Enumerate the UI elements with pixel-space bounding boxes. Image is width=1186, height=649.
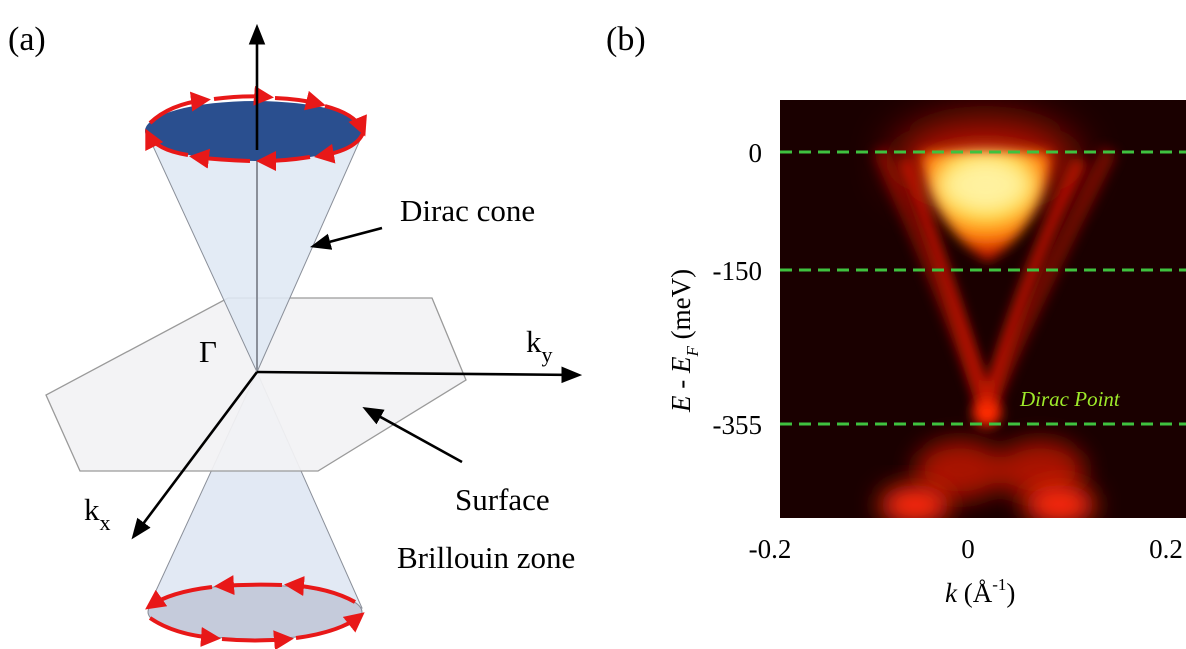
panel-a: (a) (8, 21, 583, 649)
x-tick-zero: 0 (961, 534, 975, 564)
ky-axis-arrow (256, 366, 583, 384)
x-tick-pos: 0.2 (1149, 534, 1183, 564)
y-tick-355: -355 (713, 410, 763, 440)
dirac-point-annotation: Dirac Point (1019, 387, 1121, 411)
dirac-cone-pointer (309, 226, 383, 250)
surface-pointer (362, 406, 463, 464)
gamma-label: Γ (199, 334, 217, 369)
y-tick-0: 0 (749, 138, 763, 168)
ky-label: ky (526, 324, 553, 367)
panel-a-label: (a) (8, 21, 46, 58)
x-axis-label: k (Å-1) (945, 575, 1015, 608)
bottom-spin-arrows (145, 575, 365, 649)
arpes-heatmap (780, 100, 1186, 518)
top-spin-arrows (145, 85, 367, 171)
surface-brillouin-zone-plane (45, 297, 467, 472)
panel-b: (b) (606, 21, 1186, 608)
surface-label-line1: Surface (455, 482, 550, 517)
top-fermi-disk (145, 101, 365, 161)
kx-label: kx (84, 492, 111, 535)
surface-label-line2: Brillouin zone (397, 540, 575, 575)
reference-lines (780, 150, 1186, 426)
kx-axis-arrow (131, 371, 259, 540)
y-axis-label: E - EF (meV) (666, 269, 702, 413)
x-tick-neg: -0.2 (749, 534, 792, 564)
dirac-cone-label: Dirac cone (400, 193, 535, 228)
panel-b-label: (b) (606, 21, 646, 58)
y-tick-150: -150 (713, 256, 763, 286)
